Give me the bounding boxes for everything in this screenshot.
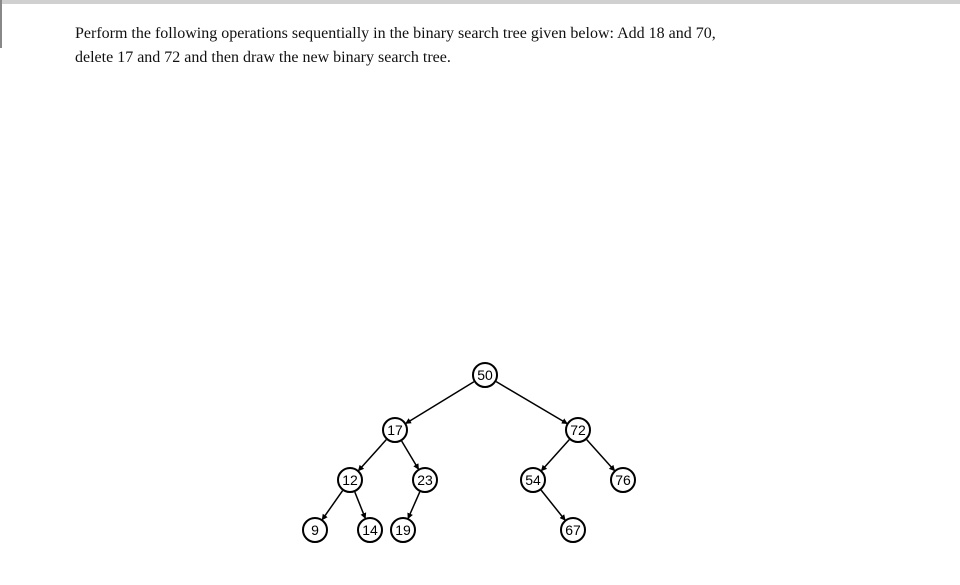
tree-node: 54 [520, 467, 546, 493]
tree-node: 23 [412, 467, 438, 493]
tree-edge [402, 441, 419, 469]
tree-edge [541, 490, 565, 520]
tree-node: 67 [560, 517, 586, 543]
tree-edge [355, 492, 365, 518]
tree-edge [496, 382, 567, 424]
tree-node: 72 [565, 417, 591, 443]
tree-edge [322, 491, 342, 520]
bst-diagram: 50 17 72 12 23 54 76 9 14 19 67 [0, 0, 960, 585]
tree-edge [406, 382, 474, 423]
tree-edge [542, 440, 570, 471]
tree-node: 19 [390, 517, 416, 543]
tree-edge [587, 440, 615, 471]
tree-node: 14 [357, 517, 383, 543]
tree-node: 50 [472, 362, 498, 388]
tree-node: 76 [610, 467, 636, 493]
tree-node: 12 [337, 467, 363, 493]
tree-node: 9 [302, 517, 328, 543]
tree-edges [0, 0, 960, 585]
tree-edge [408, 492, 420, 518]
tree-edge [359, 440, 387, 471]
tree-node: 17 [382, 417, 408, 443]
